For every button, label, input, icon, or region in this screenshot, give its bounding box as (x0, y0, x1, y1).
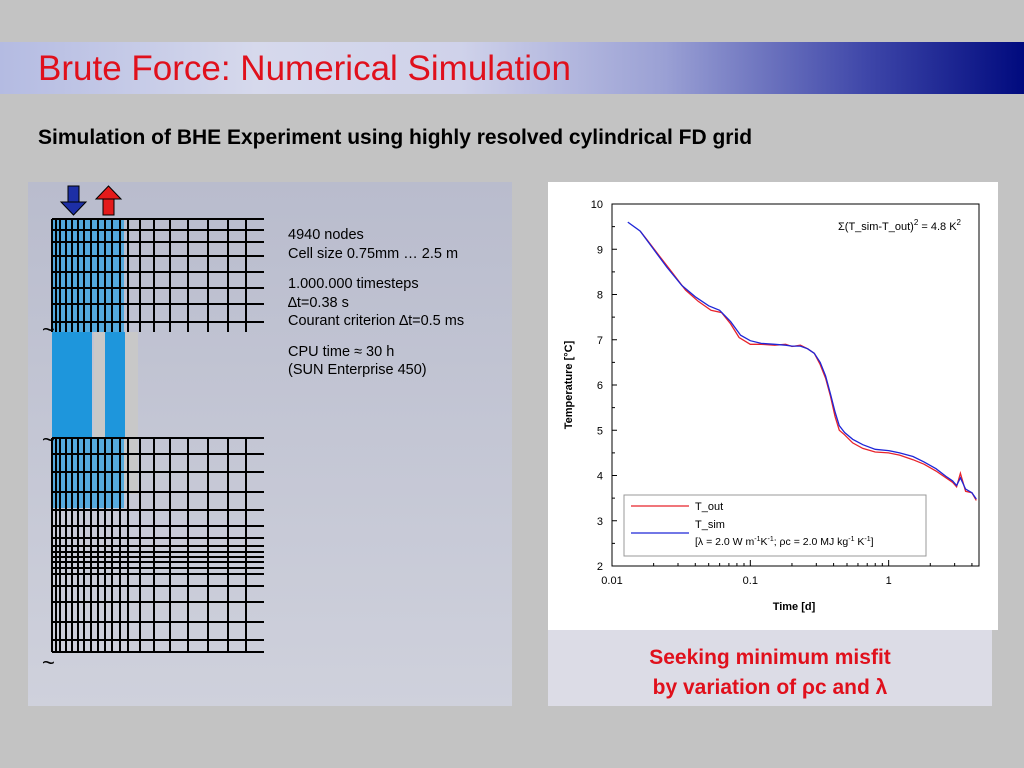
y-tick-label: 2 (597, 561, 603, 573)
axes: 2 3 4 5 6 7 8 9 10 0.01 0.1 1 (591, 199, 973, 587)
flow-in-arrow (59, 185, 88, 216)
info-cpu-time: CPU time ≈ 30 h (288, 343, 395, 360)
misfit-value: = 4.8 K (918, 221, 957, 233)
legend-params-p0: [λ = 2.0 W m (695, 536, 754, 548)
misfit-annotation: Σ(T_sim-T_out)2 = 4.8 K2 (838, 218, 962, 233)
simulation-info: 4940 nodes Cell size 0.75mm … 2.5 m 1.00… (288, 226, 464, 380)
y-tick-label: 5 (597, 425, 603, 437)
grid-lines (51, 218, 264, 653)
temperature-chart: 2 3 4 5 6 7 8 9 10 0.01 0.1 1 Time [d] Temperature … (563, 199, 980, 613)
legend-params-p7: -1 (864, 536, 870, 543)
info-machine: (SUN Enterprise 450) (288, 362, 427, 378)
legend-params-p6: K (855, 536, 865, 548)
series-t-sim-line (627, 221, 977, 500)
y-tick-label: 8 (597, 290, 603, 302)
x-tick-label: 0.01 (601, 575, 622, 587)
misfit-prefix: Σ(T_sim-T_out) (838, 221, 914, 233)
legend-params-p8: ] (871, 536, 874, 548)
y-tick-label: 4 (597, 471, 603, 483)
y-tick-label: 10 (591, 199, 603, 211)
grid-panel: ~ ~ ~ (28, 182, 512, 706)
y-tick-label: 6 (597, 380, 603, 392)
caption-panel: Seeking minimum misfit by variation of ρ… (548, 630, 992, 706)
misfit-exp1: 2 (914, 218, 919, 227)
y-tick-label: 3 (597, 516, 603, 528)
x-axis-title: Time [d] (773, 601, 816, 613)
title-bar: Brute Force: Numerical Simulation (0, 42, 1024, 94)
series-lines (627, 221, 977, 501)
flow-out-arrow (94, 185, 123, 216)
legend-label-t-out: T_out (695, 501, 723, 513)
legend-label-t-sim: T_sim (695, 519, 725, 531)
caption: Seeking minimum misfit by variation of ρ… (548, 643, 992, 703)
legend-params-p3: -1 (767, 536, 773, 543)
series-t-out-line (639, 230, 977, 501)
legend-params-p2: K (760, 536, 767, 548)
x-tick-label: 1 (886, 575, 892, 587)
chart-panel: 2 3 4 5 6 7 8 9 10 0.01 0.1 1 Time [d] Temperature … (548, 182, 998, 630)
x-tick-label: 0.1 (743, 575, 758, 587)
legend: T_out T_sim [λ = 2.0 W m-1K-1; ρc = 2.0 … (623, 494, 927, 557)
y-tick-label: 9 (597, 244, 603, 256)
slide-title: Brute Force: Numerical Simulation (38, 49, 571, 88)
info-dt: ∆t=0.38 s (288, 294, 349, 311)
caption-line-1: Seeking minimum misfit (649, 646, 891, 669)
info-cell-size: Cell size 0.75mm … 2.5 m (288, 245, 459, 262)
info-timesteps: 1.000.000 timesteps (288, 276, 419, 292)
pipe-right (105, 332, 125, 438)
legend-params: [λ = 2.0 W m-1K-1; ρc = 2.0 MJ kg-1 K-1] (695, 536, 874, 548)
fd-grid-diagram: ~ ~ ~ (42, 185, 264, 675)
info-nodes: 4940 nodes (288, 227, 364, 243)
caption-line-2: by variation of ρc and λ (652, 676, 888, 699)
legend-params-p1: -1 (754, 536, 760, 543)
pipe-top-fill (52, 219, 124, 332)
y-axis-title: Temperature [°C] (563, 340, 575, 429)
pipe-left (52, 332, 92, 438)
legend-params-p5: -1 (848, 536, 854, 543)
break-mark-upper: ~ (42, 317, 55, 342)
misfit-exp2: 2 (957, 218, 962, 227)
break-mark-lower: ~ (42, 650, 55, 675)
info-courant: Courant criterion ∆t=0.5 ms (288, 313, 465, 329)
legend-box (623, 494, 927, 557)
y-tick-label: 7 (597, 335, 603, 347)
legend-params-p4: ; ρc = 2.0 MJ kg (774, 536, 849, 548)
slide-subtitle: Simulation of BHE Experiment using highl… (38, 126, 753, 149)
break-mark-middle: ~ (42, 427, 55, 452)
